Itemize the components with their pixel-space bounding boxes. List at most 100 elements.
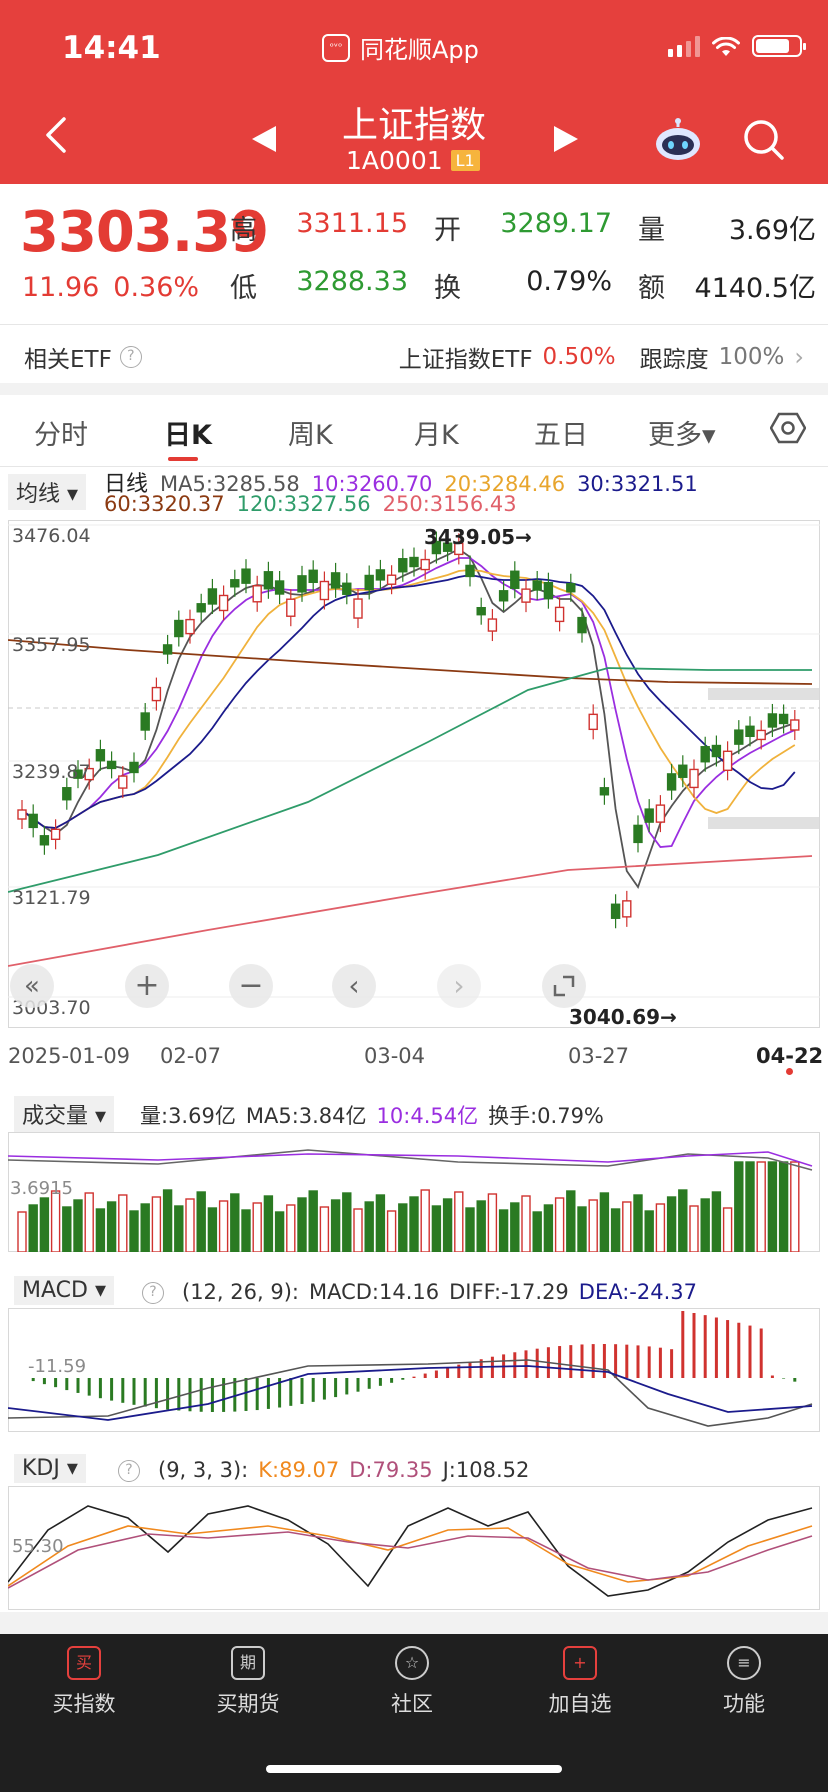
- candlestick: [162, 644, 173, 655]
- volume-bar: [129, 1210, 139, 1252]
- fullscreen-icon[interactable]: [553, 975, 575, 997]
- scroll-left-icon[interactable]: ‹: [348, 969, 359, 1002]
- zoom-in-icon[interactable]: +: [134, 968, 159, 1003]
- app-logo-icon: ᵒᵛᵒ: [322, 33, 350, 62]
- candlestick: [118, 775, 128, 789]
- kdj-help-icon[interactable]: ?: [118, 1460, 140, 1482]
- tab-monthly-k[interactable]: 月K: [414, 420, 459, 451]
- ma20-value: 20:3284.46: [444, 472, 566, 496]
- low-marker: 3040.69→: [569, 1005, 677, 1028]
- volume-bar: [84, 1192, 94, 1252]
- nav-functions[interactable]: ≡ 功能: [684, 1646, 804, 1718]
- kdj-k: K:89.07: [258, 1458, 340, 1482]
- macd-selector[interactable]: MACD ▾: [14, 1276, 114, 1305]
- x-label-2: 02-07: [160, 1044, 222, 1068]
- volume-bar: [633, 1194, 643, 1252]
- candlestick: [196, 603, 206, 613]
- volume-bar: [745, 1161, 755, 1252]
- nav-add-watchlist[interactable]: + 加自选: [520, 1646, 640, 1718]
- volume-value: 3.69亿: [728, 215, 816, 246]
- candlestick: [465, 564, 475, 578]
- volume-bar: [62, 1206, 72, 1252]
- macd-chart[interactable]: -11.59: [8, 1308, 820, 1432]
- candlestick: [364, 574, 374, 591]
- tab-more[interactable]: 更多▾: [648, 420, 716, 451]
- tracking-label: 跟踪度: [639, 347, 709, 373]
- volume-bar: [711, 1191, 722, 1252]
- volume-bar: [644, 1210, 654, 1252]
- signal-icon: [668, 35, 700, 57]
- related-etf-row[interactable]: 相关ETF ? 上证指数ETF 0.50% 跟踪度 100% ›: [0, 325, 828, 383]
- volume-bar: [174, 1205, 184, 1252]
- zoom-out-icon[interactable]: −: [238, 968, 263, 1003]
- volume-ma10: 10:4.54亿: [376, 1104, 479, 1128]
- collapse-icon[interactable]: «: [24, 971, 40, 1001]
- volume-bar: [734, 1161, 744, 1252]
- kdj-selector[interactable]: KDJ ▾: [14, 1454, 86, 1483]
- back-arrow-icon[interactable]: [40, 115, 72, 155]
- candlestick: [106, 760, 117, 770]
- volume-bar: [689, 1205, 699, 1252]
- volume-selector[interactable]: 成交量 ▾: [14, 1096, 115, 1132]
- tab-weekly-k[interactable]: 周K: [288, 420, 333, 451]
- macd-y-label: -11.59: [28, 1356, 86, 1377]
- macd-diff: DIFF:-17.29: [449, 1280, 569, 1304]
- volume-bar: [162, 1189, 173, 1252]
- add-watchlist-icon: +: [563, 1646, 597, 1680]
- volume-bar: [17, 1211, 27, 1252]
- bottom-nav: 买 买指数 期 买期货 ☆ 社区 + 加自选 ≡ 功能: [0, 1634, 828, 1792]
- nav-label: 社区: [391, 1692, 433, 1716]
- candlestick: [241, 568, 251, 584]
- futures-icon: 期: [231, 1646, 265, 1680]
- robot-assistant-icon[interactable]: [654, 118, 702, 162]
- settings-hexagon-icon[interactable]: [770, 410, 806, 446]
- candlestick: [711, 744, 722, 758]
- candlestick: [330, 572, 341, 589]
- volume-bar: [39, 1197, 50, 1252]
- volume-bar: [140, 1203, 150, 1252]
- tab-five-day[interactable]: 五日: [534, 420, 588, 451]
- volume-bar: [151, 1196, 162, 1252]
- candlestick: [734, 729, 744, 745]
- candlestick: [274, 580, 285, 595]
- next-stock-icon[interactable]: [554, 126, 578, 152]
- open-value: 3289.17: [500, 208, 612, 239]
- volume-bar: [722, 1207, 733, 1252]
- nav-buy-index[interactable]: 买 买指数: [24, 1646, 144, 1718]
- search-icon[interactable]: [742, 118, 786, 162]
- nav-buy-futures[interactable]: 期 买期货: [188, 1646, 308, 1718]
- volume-bar: [655, 1203, 666, 1252]
- volume-bar: [767, 1161, 778, 1252]
- ma60-value: 60:3320.37: [104, 492, 225, 516]
- volume-bar: [207, 1207, 218, 1252]
- volume-bar: [330, 1199, 341, 1252]
- volume-chart[interactable]: 3.6915: [8, 1132, 820, 1252]
- section-gap: [0, 1612, 828, 1634]
- candlestick: [398, 558, 408, 573]
- tab-daily-k[interactable]: 日K: [164, 420, 212, 451]
- kdj-chart[interactable]: 55.30: [8, 1486, 820, 1610]
- volume-bar: [297, 1197, 307, 1252]
- candlestick: [28, 813, 38, 829]
- candlestick: [722, 750, 733, 772]
- volume-bar: [521, 1195, 531, 1252]
- volume-bar: [252, 1202, 262, 1252]
- community-icon: ☆: [395, 1646, 429, 1680]
- divider: [0, 466, 828, 467]
- candlestick: [129, 761, 139, 774]
- ma-selector[interactable]: 均线 ▾: [8, 474, 87, 510]
- help-icon[interactable]: ?: [119, 346, 142, 368]
- kline-chart[interactable]: 3476.04 3357.95 3239.87 3121.79 3003.70 …: [8, 520, 820, 1028]
- candlestick: [218, 594, 229, 612]
- nav-community[interactable]: ☆ 社区: [352, 1646, 472, 1718]
- scroll-right-icon[interactable]: ›: [453, 969, 464, 1002]
- top-header: 14:41 ᵒᵛᵒ 同花顺App 上证指数 1A0001 L1: [0, 0, 828, 184]
- macd-help-icon[interactable]: ?: [142, 1282, 164, 1304]
- x-label-3: 03-04: [364, 1044, 426, 1068]
- volume-bar: [118, 1194, 128, 1252]
- tab-intraday[interactable]: 分时: [34, 420, 88, 451]
- prev-stock-icon[interactable]: [252, 126, 276, 152]
- candlestick: [599, 787, 610, 796]
- volume-bar: [342, 1192, 352, 1252]
- volume-bar: [364, 1201, 374, 1252]
